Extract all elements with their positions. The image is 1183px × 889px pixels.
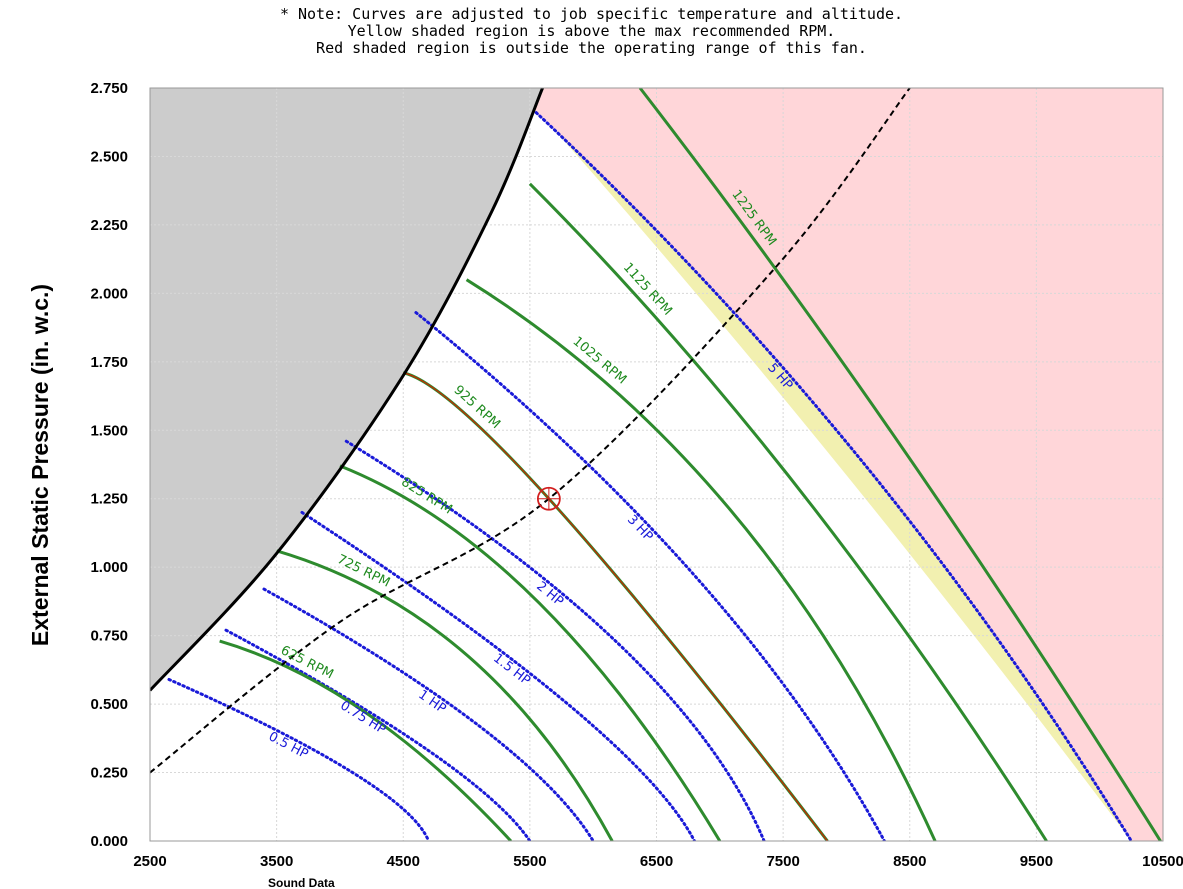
- x-tick-label: 5500: [513, 853, 546, 870]
- hp-curve: [414, 311, 886, 841]
- x-tick-label: 10500: [1142, 853, 1183, 870]
- y-tick-label: 0.000: [90, 833, 128, 850]
- rpm-curve: [638, 88, 1162, 841]
- y-tick-label: 1.250: [90, 491, 128, 508]
- y-tick-label: 0.750: [90, 628, 128, 645]
- note-line-yellow-region: Yellow shaded region is above the max re…: [347, 22, 836, 40]
- y-tick-label: 2.500: [90, 148, 128, 165]
- y-tick-label: 1.500: [90, 422, 128, 439]
- y-axis-label: External Static Pressure (in. w.c.): [27, 284, 53, 646]
- rpm-curve: [339, 464, 722, 841]
- operating-limit-curve: [150, 88, 544, 692]
- y-tick-label: 1.000: [90, 559, 128, 576]
- y-tick-label: 2.000: [90, 285, 128, 302]
- x-tick-label: 2500: [133, 853, 166, 870]
- x-axis-ticks: 2500 3500 4500 5500 6500 7500 8500 9500 10500: [133, 853, 1183, 870]
- note-line-temperature: * Note: Curves are adjusted to job speci…: [279, 5, 904, 23]
- chart-notes: * Note: Curves are adjusted to job speci…: [0, 6, 1183, 57]
- rpm-curve: [219, 639, 512, 841]
- hp-curve: [224, 628, 532, 841]
- plot-frame: [149, 87, 1164, 842]
- rpm-curve: [276, 549, 614, 841]
- hp-curve: [262, 587, 595, 841]
- chart-curves: [150, 88, 1162, 841]
- x-tick-label: 6500: [640, 853, 673, 870]
- hp-curve: [300, 510, 696, 841]
- y-tick-label: 1.750: [90, 354, 128, 371]
- note-line-red-region: Red shaded region is outside the operati…: [316, 39, 867, 57]
- y-axis-ticks: 0.000 0.250 0.500 0.750 1.000 1.250 1.500 1.750…: [90, 80, 128, 850]
- shaded-regions: [150, 88, 1163, 841]
- hp-curve: [344, 439, 766, 841]
- y-tick-label: 2.750: [90, 80, 128, 97]
- hp-curve: [534, 111, 1133, 841]
- rpm-curve: [528, 182, 1048, 841]
- rpm-curve: [465, 278, 937, 841]
- y-tick-label: 2.250: [90, 217, 128, 234]
- gray-shaded-region: [150, 88, 543, 691]
- x-tick-label: 8500: [893, 853, 926, 870]
- x-tick-label: 4500: [387, 853, 420, 870]
- x-tick-label: 7500: [766, 853, 799, 870]
- sound-data-caption: Sound Data: [268, 876, 335, 889]
- hp-curve: [167, 677, 431, 841]
- red-shaded-region: [526, 88, 1163, 841]
- x-tick-label: 3500: [260, 853, 293, 870]
- x-tick-label: 9500: [1020, 853, 1053, 870]
- y-tick-label: 0.500: [90, 696, 128, 713]
- y-tick-label: 0.250: [90, 765, 128, 782]
